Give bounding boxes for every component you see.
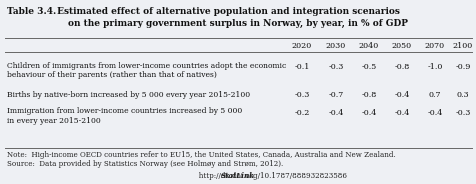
Text: -0.3: -0.3 (455, 109, 470, 117)
Text: 2040: 2040 (358, 42, 378, 50)
Text: Table 3.4.: Table 3.4. (7, 7, 56, 16)
Text: Births by native-born increased by 5 000 every year 2015-2100: Births by native-born increased by 5 000… (7, 91, 249, 99)
Text: 2100: 2100 (452, 42, 472, 50)
Text: behaviour of their parents (rather than that of natives): behaviour of their parents (rather than … (7, 71, 217, 79)
Text: -0.1: -0.1 (294, 63, 309, 71)
Text: -0.4: -0.4 (394, 109, 409, 117)
Text: -0.3: -0.3 (327, 63, 343, 71)
Text: -0.4: -0.4 (327, 109, 343, 117)
Text: on the primary government surplus in Norway, by year, in % of GDP: on the primary government surplus in Nor… (68, 19, 407, 28)
Text: -0.9: -0.9 (455, 63, 470, 71)
Text: StatLink: StatLink (220, 172, 255, 180)
Text: -0.3: -0.3 (294, 91, 309, 99)
Text: -0.2: -0.2 (294, 109, 309, 117)
Text: http://dx.doi.org/10.1787/888932823586: http://dx.doi.org/10.1787/888932823586 (192, 172, 347, 180)
Text: -0.8: -0.8 (361, 91, 376, 99)
Text: -0.7: -0.7 (327, 91, 343, 99)
Text: 2050: 2050 (391, 42, 411, 50)
Text: 2070: 2070 (424, 42, 444, 50)
Text: Estimated effect of alternative population and integration scenarios: Estimated effect of alternative populati… (54, 7, 399, 16)
Text: in every year 2015-2100: in every year 2015-2100 (7, 117, 100, 125)
Text: Note:  High-income OECD countries refer to EU15, the United States, Canada, Aust: Note: High-income OECD countries refer t… (7, 151, 395, 159)
Text: -0.4: -0.4 (426, 109, 442, 117)
Text: 2020: 2020 (291, 42, 311, 50)
Text: Children of immigrants from lower-income countries adopt the economic: Children of immigrants from lower-income… (7, 62, 286, 70)
Text: -0.8: -0.8 (394, 63, 409, 71)
Text: -1.0: -1.0 (426, 63, 442, 71)
Text: Immigration from lower-income countries increased by 5 000: Immigration from lower-income countries … (7, 107, 242, 115)
Text: -0.4: -0.4 (394, 91, 409, 99)
Text: -0.4: -0.4 (360, 109, 376, 117)
Text: Source:  Data provided by Statistics Norway (see Holmøy and Strøm, 2012).: Source: Data provided by Statistics Norw… (7, 160, 283, 168)
Text: 0.3: 0.3 (456, 91, 468, 99)
Text: -0.5: -0.5 (361, 63, 376, 71)
Text: 2030: 2030 (325, 42, 346, 50)
Text: 0.7: 0.7 (428, 91, 440, 99)
